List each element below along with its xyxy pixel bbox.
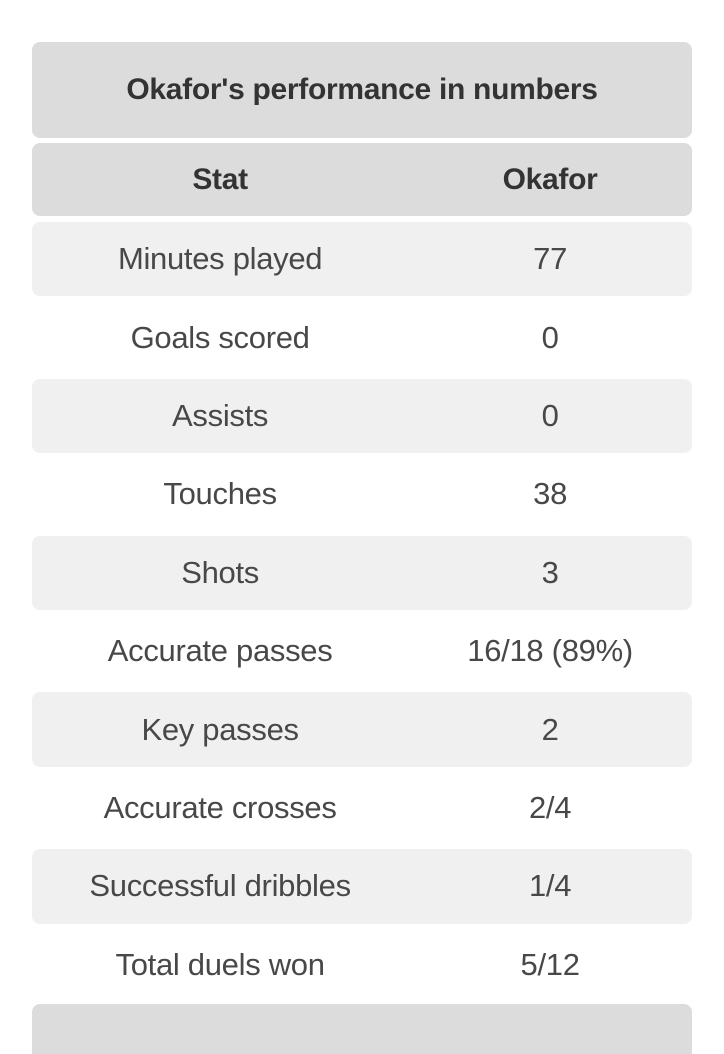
stat-value: 2/4 (528, 789, 572, 825)
value-cell: 77 (408, 220, 692, 298)
column-header-player: Okafor (408, 143, 692, 216)
stat-label: Goals scored (130, 319, 310, 355)
column-header-stat-label: Stat (192, 162, 248, 196)
stats-rows: Minutes played 77 Goals scored 0 Assists… (32, 220, 692, 1004)
stat-label: Key passes (141, 711, 299, 747)
value-cell: 0 (408, 377, 692, 455)
stat-value: 0 (541, 397, 559, 433)
stat-cell: Accurate crosses (32, 769, 408, 847)
stat-cell: Accurate passes (32, 612, 408, 690)
value-cell: 3 (408, 534, 692, 612)
stat-cell: Assists (32, 377, 408, 455)
stat-cell: Touches (32, 455, 408, 533)
value-cell: 16/18 (89%) (408, 612, 692, 690)
next-table-section-partial (32, 1003, 692, 1054)
stat-value: 5/12 (520, 946, 580, 982)
stat-label: Accurate passes (107, 633, 333, 669)
stat-cell: Total duels won (32, 926, 408, 1004)
stat-cell: Goals scored (32, 298, 408, 376)
value-cell: 2 (408, 690, 692, 768)
table-row: Accurate crosses 2/4 (32, 769, 692, 847)
stat-label: Assists (172, 397, 269, 433)
stat-value: 0 (541, 319, 559, 355)
stat-cell: Successful dribbles (32, 847, 408, 925)
stat-value: 3 (541, 554, 559, 590)
value-cell: 2/4 (408, 769, 692, 847)
performance-table: Okafor's performance in numbers Stat Oka… (32, 42, 692, 1054)
table-row: Successful dribbles 1/4 (32, 847, 692, 925)
stat-value: 16/18 (89%) (467, 633, 633, 669)
stat-cell: Minutes played (32, 220, 408, 298)
value-cell: 5/12 (408, 926, 692, 1004)
value-cell: 0 (408, 298, 692, 376)
table-header-row: Stat Okafor (32, 143, 692, 216)
column-header-player-label: Okafor (502, 162, 598, 196)
table-title-bar: Okafor's performance in numbers (32, 42, 692, 138)
stat-cell: Key passes (32, 690, 408, 768)
stat-label: Minutes played (117, 241, 323, 277)
table-row: Shots 3 (32, 534, 692, 612)
column-header-stat: Stat (32, 143, 408, 216)
stat-value: 77 (533, 241, 568, 277)
table-row: Goals scored 0 (32, 298, 692, 376)
stat-label: Successful dribbles (89, 868, 351, 904)
stat-label: Shots (181, 554, 259, 590)
table-row: Total duels won 5/12 (32, 926, 692, 1004)
stat-value: 2 (541, 711, 559, 747)
stat-label: Touches (163, 476, 277, 512)
table-row: Minutes played 77 (32, 220, 692, 298)
stat-value: 38 (533, 476, 568, 512)
value-cell: 1/4 (408, 847, 692, 925)
table-row: Accurate passes 16/18 (89%) (32, 612, 692, 690)
table-row: Assists 0 (32, 377, 692, 455)
stat-label: Total duels won (115, 946, 325, 982)
table-title: Okafor's performance in numbers (126, 73, 598, 106)
table-row: Key passes 2 (32, 690, 692, 768)
table-row: Touches 38 (32, 455, 692, 533)
stat-label: Accurate crosses (103, 789, 337, 825)
value-cell: 38 (408, 455, 692, 533)
stat-cell: Shots (32, 534, 408, 612)
stat-value: 1/4 (528, 868, 572, 904)
